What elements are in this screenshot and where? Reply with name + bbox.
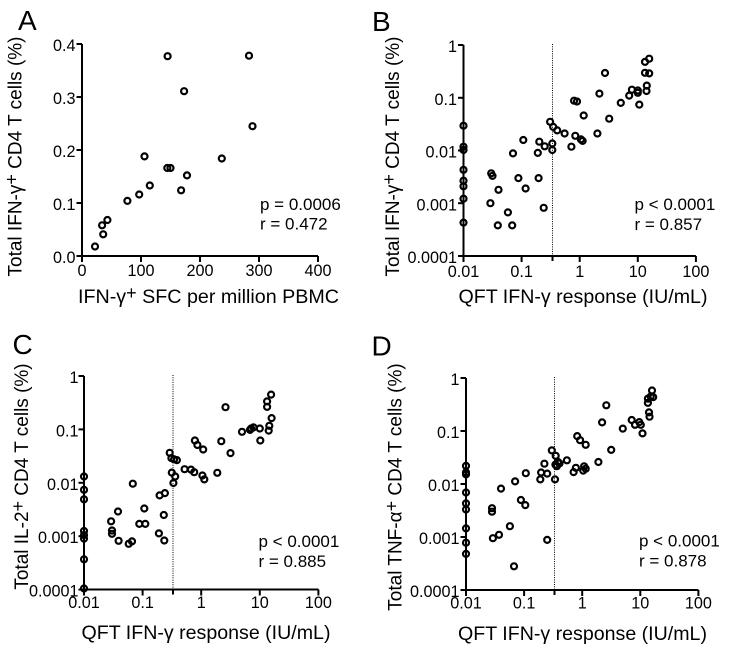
svg-text:0.01: 0.01 <box>448 263 480 281</box>
svg-text:0.3: 0.3 <box>53 90 76 108</box>
svg-text:1: 1 <box>448 38 457 56</box>
svg-text:200: 200 <box>186 262 213 280</box>
svg-text:1: 1 <box>450 371 459 389</box>
svg-text:0.001: 0.001 <box>419 530 460 548</box>
svg-text:p < 0.0001: p < 0.0001 <box>639 532 720 551</box>
svg-text:Total IL-2+ CD4 T cells (%): Total IL-2+ CD4 T cells (%) <box>8 363 33 589</box>
svg-text:100: 100 <box>127 262 154 280</box>
svg-text:0.2: 0.2 <box>53 143 76 161</box>
svg-text:1: 1 <box>69 369 78 387</box>
svg-text:r = 0.472: r = 0.472 <box>260 215 328 234</box>
svg-text:Total IFN-γ+ CD4 T cells (%): Total IFN-γ+ CD4 T cells (%) <box>2 37 27 277</box>
svg-text:400: 400 <box>304 262 331 280</box>
svg-text:B: B <box>372 6 391 37</box>
svg-text:0.1: 0.1 <box>510 263 533 281</box>
svg-text:r = 0.885: r = 0.885 <box>259 552 327 571</box>
svg-text:r = 0.857: r = 0.857 <box>635 215 703 234</box>
svg-text:0.0001: 0.0001 <box>410 583 460 601</box>
svg-text:0.0001: 0.0001 <box>407 249 457 267</box>
svg-text:0.4: 0.4 <box>53 37 76 55</box>
svg-text:IFN-γ+ SFC per million PBMC: IFN-γ+ SFC per million PBMC <box>78 283 339 308</box>
svg-text:10: 10 <box>629 263 647 281</box>
svg-text:0.1: 0.1 <box>53 196 76 214</box>
svg-text:QFT IFN-γ response (IU/mL): QFT IFN-γ response (IU/mL) <box>458 623 707 645</box>
svg-text:0.0001: 0.0001 <box>29 583 79 601</box>
svg-text:C: C <box>13 329 33 360</box>
svg-text:100: 100 <box>685 595 712 613</box>
svg-text:Total IFN-γ+ CD4 T cells (%): Total IFN-γ+ CD4 T cells (%) <box>379 37 404 277</box>
svg-text:D: D <box>372 331 392 362</box>
svg-text:10: 10 <box>251 594 269 612</box>
svg-text:QFT IFN-γ response (IU/mL): QFT IFN-γ response (IU/mL) <box>82 622 331 644</box>
svg-text:Total TNF-α+ CD4 T cells (%): Total TNF-α+ CD4 T cells (%) <box>382 363 407 610</box>
svg-text:0.01: 0.01 <box>68 594 100 612</box>
svg-text:100: 100 <box>682 263 709 281</box>
svg-text:p = 0.0006: p = 0.0006 <box>260 195 341 214</box>
svg-text:p < 0.0001: p < 0.0001 <box>259 532 340 551</box>
svg-text:0.01: 0.01 <box>425 144 457 162</box>
svg-text:p < 0.0001: p < 0.0001 <box>635 195 716 214</box>
svg-text:0.1: 0.1 <box>437 424 460 442</box>
svg-text:1: 1 <box>578 595 587 613</box>
svg-text:1: 1 <box>575 263 584 281</box>
svg-text:1: 1 <box>197 594 206 612</box>
svg-text:0.001: 0.001 <box>416 196 457 214</box>
svg-text:0.01: 0.01 <box>428 477 460 495</box>
svg-text:0.1: 0.1 <box>513 595 536 613</box>
svg-text:100: 100 <box>305 594 332 612</box>
svg-text:A: A <box>18 5 37 36</box>
svg-text:QFT IFN-γ response (IU/mL): QFT IFN-γ response (IU/mL) <box>459 286 708 308</box>
svg-text:r = 0.878: r = 0.878 <box>639 552 707 571</box>
svg-text:0.1: 0.1 <box>131 594 154 612</box>
svg-text:0.0: 0.0 <box>53 249 76 267</box>
svg-text:0.001: 0.001 <box>38 529 79 547</box>
svg-text:300: 300 <box>245 262 272 280</box>
svg-text:10: 10 <box>631 595 649 613</box>
svg-text:0.1: 0.1 <box>56 422 79 440</box>
svg-text:0.01: 0.01 <box>47 476 79 494</box>
svg-text:0.1: 0.1 <box>434 91 457 109</box>
svg-text:0: 0 <box>77 262 86 280</box>
svg-text:0.01: 0.01 <box>450 595 482 613</box>
